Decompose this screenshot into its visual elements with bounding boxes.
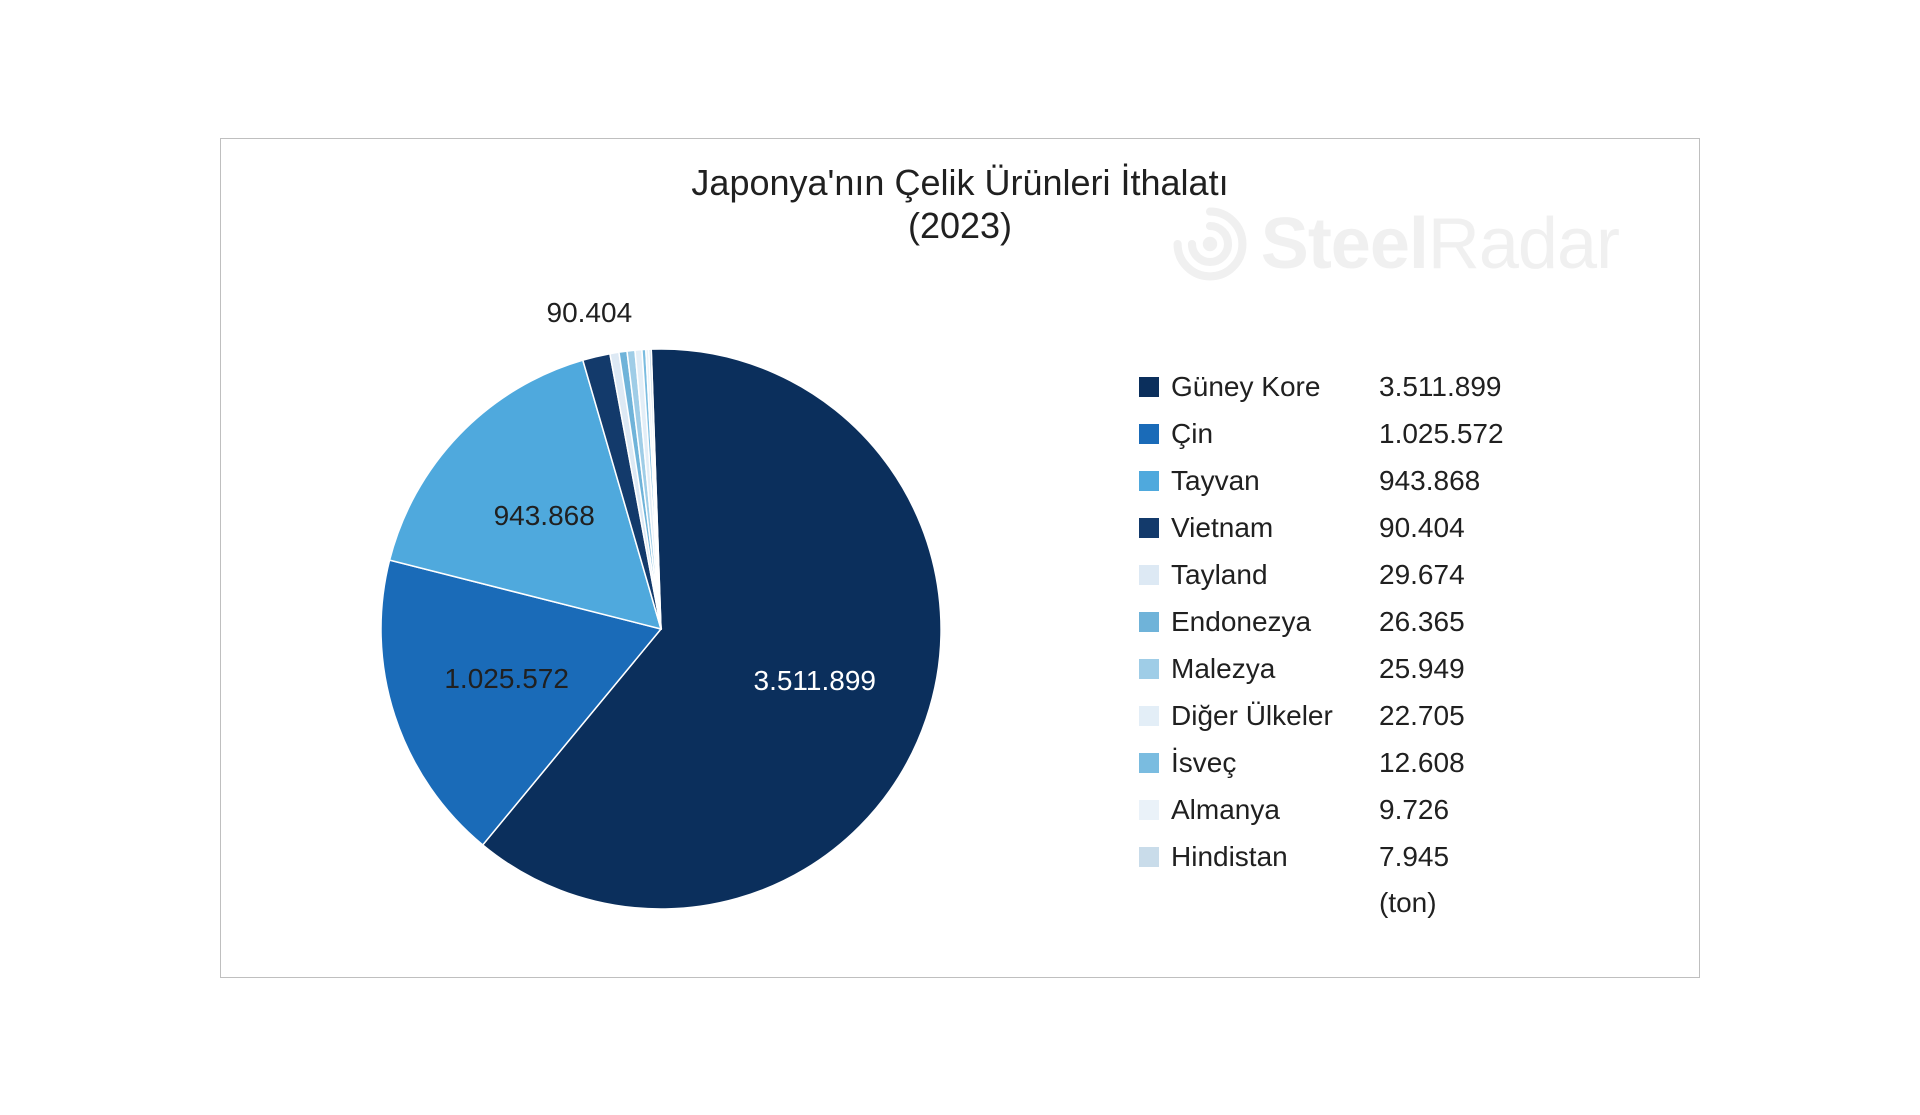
legend-unit: (ton): [1379, 887, 1609, 919]
legend-name: Tayvan: [1171, 465, 1379, 497]
watermark-light: Radar: [1428, 204, 1619, 284]
legend-value: 12.608: [1379, 747, 1609, 779]
legend-swatch: [1139, 424, 1159, 444]
slice-label: 943.868: [494, 500, 595, 532]
legend-value: 22.705: [1379, 700, 1609, 732]
legend-swatch: [1139, 377, 1159, 397]
legend-value: 90.404: [1379, 512, 1609, 544]
legend-swatch: [1139, 659, 1159, 679]
legend-name: Vietnam: [1171, 512, 1379, 544]
legend-value: 9.726: [1379, 794, 1609, 826]
legend-swatch: [1139, 847, 1159, 867]
legend-row: Tayvan943.868: [1139, 458, 1609, 505]
legend-name: Çin: [1171, 418, 1379, 450]
slice-label: 3.511.899: [754, 665, 877, 697]
legend-row: Hindistan7.945: [1139, 834, 1609, 881]
watermark-text: SteelRadar: [1261, 203, 1619, 285]
legend-swatch: [1139, 706, 1159, 726]
legend-value: 3.511.899: [1379, 371, 1609, 403]
chart-frame: Japonya'nın Çelik Ürünleri İthalatı (202…: [220, 138, 1700, 978]
legend-row: Çin1.025.572: [1139, 411, 1609, 458]
legend-name: İsveç: [1171, 747, 1379, 779]
watermark-bold: Steel: [1261, 204, 1428, 284]
slice-label: 1.025.572: [444, 663, 569, 695]
legend-swatch: [1139, 612, 1159, 632]
legend-swatch: [1139, 800, 1159, 820]
legend-row: Vietnam90.404: [1139, 505, 1609, 552]
slice-label: 90.404: [547, 297, 633, 329]
legend-row: Diğer Ülkeler22.705: [1139, 693, 1609, 740]
legend-value: 943.868: [1379, 465, 1609, 497]
legend-name: Diğer Ülkeler: [1171, 700, 1379, 732]
legend-row: Güney Kore3.511.899: [1139, 364, 1609, 411]
legend-row: Malezya25.949: [1139, 646, 1609, 693]
legend-row: Tayland29.674: [1139, 552, 1609, 599]
legend-swatch: [1139, 565, 1159, 585]
legend-value: 1.025.572: [1379, 418, 1609, 450]
legend-name: Güney Kore: [1171, 371, 1379, 403]
legend: Güney Kore3.511.899Çin1.025.572Tayvan943…: [1139, 364, 1609, 919]
legend-swatch: [1139, 471, 1159, 491]
legend-value: 7.945: [1379, 841, 1609, 873]
legend-row: Endonezya26.365: [1139, 599, 1609, 646]
watermark: SteelRadar: [1165, 199, 1619, 289]
legend-name: Tayland: [1171, 559, 1379, 591]
legend-swatch: [1139, 753, 1159, 773]
legend-name: Malezya: [1171, 653, 1379, 685]
title-line-1: Japonya'nın Çelik Ürünleri İthalatı: [221, 161, 1699, 204]
legend-row: İsveç12.608: [1139, 740, 1609, 787]
pie-svg: [376, 344, 946, 914]
legend-name: Almanya: [1171, 794, 1379, 826]
pie-chart: 3.511.8991.025.572943.86890.404: [376, 344, 946, 914]
watermark-radar-icon: [1165, 199, 1255, 289]
legend-value: 25.949: [1379, 653, 1609, 685]
legend-name: Endonezya: [1171, 606, 1379, 638]
legend-name: Hindistan: [1171, 841, 1379, 873]
legend-row: Almanya9.726: [1139, 787, 1609, 834]
legend-value: 26.365: [1379, 606, 1609, 638]
legend-value: 29.674: [1379, 559, 1609, 591]
legend-swatch: [1139, 518, 1159, 538]
